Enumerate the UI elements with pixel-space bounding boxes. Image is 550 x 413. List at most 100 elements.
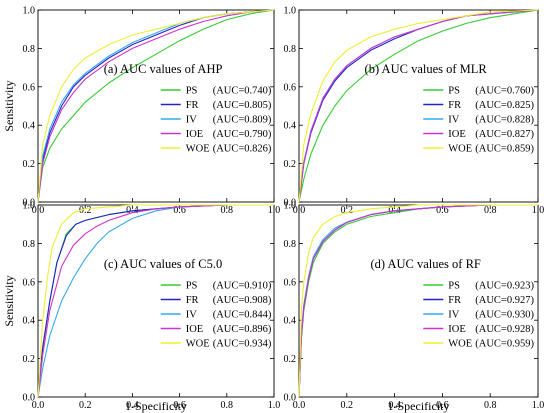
y-tick-label: 1.0 <box>23 6 36 17</box>
y-tick-label: 0.6 <box>284 277 297 288</box>
legend-name: PS <box>186 86 198 97</box>
legend-name: IOE <box>448 129 466 140</box>
y-axis-title: Sensitivity <box>2 275 16 326</box>
y-tick-label: 0.0 <box>23 198 36 209</box>
legend-name: IOE <box>448 324 466 335</box>
legend-auc: (AUC=0.826) <box>213 144 272 155</box>
legend-name: PS <box>448 281 460 292</box>
legend-name: PS <box>186 281 198 292</box>
roc-curve-woe <box>298 9 539 203</box>
y-tick-label: 0.0 <box>284 393 297 404</box>
legend-name: IOE <box>186 129 204 140</box>
x-tick-label: 0.4 <box>126 400 139 411</box>
panel-title: (d) AUC values of RF <box>370 257 480 271</box>
y-tick-label: 0.4 <box>23 316 36 327</box>
x-tick-label: 0.0 <box>32 400 45 411</box>
x-tick-label: 0.2 <box>79 205 92 216</box>
x-tick-label: 0.6 <box>173 205 186 216</box>
y-tick-label: 0.0 <box>23 393 36 404</box>
y-tick-label: 0.0 <box>284 198 297 209</box>
legend-name: PS <box>448 86 460 97</box>
legend-name: WOE <box>186 144 210 155</box>
legend-auc: (AUC=0.859) <box>475 144 534 155</box>
x-tick-label: 1.0 <box>532 400 545 411</box>
legend-auc: (AUC=0.930) <box>475 310 534 321</box>
roc-curve-ioe <box>298 204 538 398</box>
legend-auc: (AUC=0.760) <box>475 86 534 97</box>
y-tick-label: 0.6 <box>23 277 36 288</box>
x-tick-label: 0.8 <box>484 400 497 411</box>
y-tick-label: 1.0 <box>284 6 297 17</box>
y-tick-label: 0.8 <box>284 44 297 55</box>
x-tick-label: 0.2 <box>79 400 92 411</box>
legend-auc: (AUC=0.927) <box>475 295 534 306</box>
legend-auc: (AUC=0.825) <box>475 100 534 111</box>
x-tick-label: 0.2 <box>341 400 354 411</box>
y-tick-label: 0.2 <box>284 354 297 365</box>
panel-title: (b) AUC values of MLR <box>365 62 488 76</box>
legend-name: WOE <box>448 144 472 155</box>
x-tick-label: 0.6 <box>436 400 449 411</box>
legend-name: FR <box>186 295 199 306</box>
legend-auc: (AUC=0.959) <box>475 339 534 350</box>
y-tick-label: 0.4 <box>284 121 297 132</box>
legend-name: IOE <box>186 324 204 335</box>
plot-frame <box>298 9 539 203</box>
legend-auc: (AUC=0.844) <box>213 310 272 321</box>
legend-name: IV <box>448 115 459 126</box>
y-tick-label: 1.0 <box>23 201 36 212</box>
roc-curve-ioe <box>37 9 275 203</box>
y-axis-title: Sensitivity <box>2 80 16 131</box>
legend-name: IV <box>186 310 197 321</box>
legend-auc: (AUC=0.828) <box>475 115 534 126</box>
y-tick-label: 0.4 <box>284 316 297 327</box>
legend-auc: (AUC=0.923) <box>475 281 534 292</box>
legend-auc: (AUC=0.934) <box>213 339 272 350</box>
legend-name: WOE <box>448 339 472 350</box>
panel-title: (c) AUC values of C5.0 <box>104 257 222 271</box>
roc-curve-woe <box>37 204 274 398</box>
legend-auc: (AUC=0.928) <box>475 324 534 335</box>
legend-auc: (AUC=0.827) <box>475 129 534 140</box>
legend-name: FR <box>186 100 199 111</box>
panel-d: 0.0 0.2 0.4 0.6 0.8 1.00.00.20.40.60.81.0(d) … <box>284 201 545 413</box>
y-tick-label: 0.6 <box>23 82 36 93</box>
legend-auc: (AUC=0.790) <box>213 129 272 140</box>
y-tick-label: 0.6 <box>284 82 297 93</box>
x-tick-label: 0.4 <box>388 400 401 411</box>
x-axis-title: 1-Specificity <box>388 399 450 413</box>
y-tick-label: 0.8 <box>284 239 297 250</box>
y-tick-label: 0.2 <box>23 354 36 365</box>
legend-auc: (AUC=0.896) <box>213 324 272 335</box>
x-tick-label: 0.6 <box>436 205 449 216</box>
legend-name: FR <box>448 295 461 306</box>
x-tick-label: 0.6 <box>173 400 186 411</box>
x-tick-label: 0.0 <box>293 400 306 411</box>
roc-curve-woe <box>298 204 538 398</box>
panel-title: (a) AUC values of AHP <box>104 62 223 76</box>
y-tick-label: 0.8 <box>23 239 36 250</box>
x-tick-label: 0.2 <box>341 205 354 216</box>
legend-auc: (AUC=0.908) <box>213 295 272 306</box>
legend-name: WOE <box>186 339 210 350</box>
panel-b: 0.0 0.2 0.4 0.6 0.8 1.00.00.20.40.60.81.0(b) … <box>284 6 545 217</box>
legend-auc: (AUC=0.910) <box>213 281 272 292</box>
plot-frame <box>37 9 275 203</box>
panel-a: 0.0 0.2 0.4 0.6 0.8 1.00.00.20.40.60.81.0(a) … <box>2 6 280 217</box>
panel-c: 0.0 0.2 0.4 0.6 0.8 1.00.00.20.40.60.81.0(c) … <box>2 201 280 413</box>
y-tick-label: 0.2 <box>284 159 297 170</box>
roc-curve-ps <box>37 9 275 203</box>
roc-curve-ioe <box>298 9 539 203</box>
y-tick-label: 0.2 <box>23 159 36 170</box>
y-tick-label: 1.0 <box>284 201 297 212</box>
legend-name: FR <box>448 100 461 111</box>
legend-auc: (AUC=0.740) <box>213 86 272 97</box>
x-axis-title: 1-Specificity <box>125 399 187 413</box>
y-tick-label: 0.8 <box>23 44 36 55</box>
roc-curve-woe <box>37 9 275 203</box>
roc-curve-ps <box>298 9 539 203</box>
legend-name: IV <box>186 115 197 126</box>
x-tick-label: 0.8 <box>221 400 234 411</box>
roc-curve-ioe <box>37 204 274 398</box>
